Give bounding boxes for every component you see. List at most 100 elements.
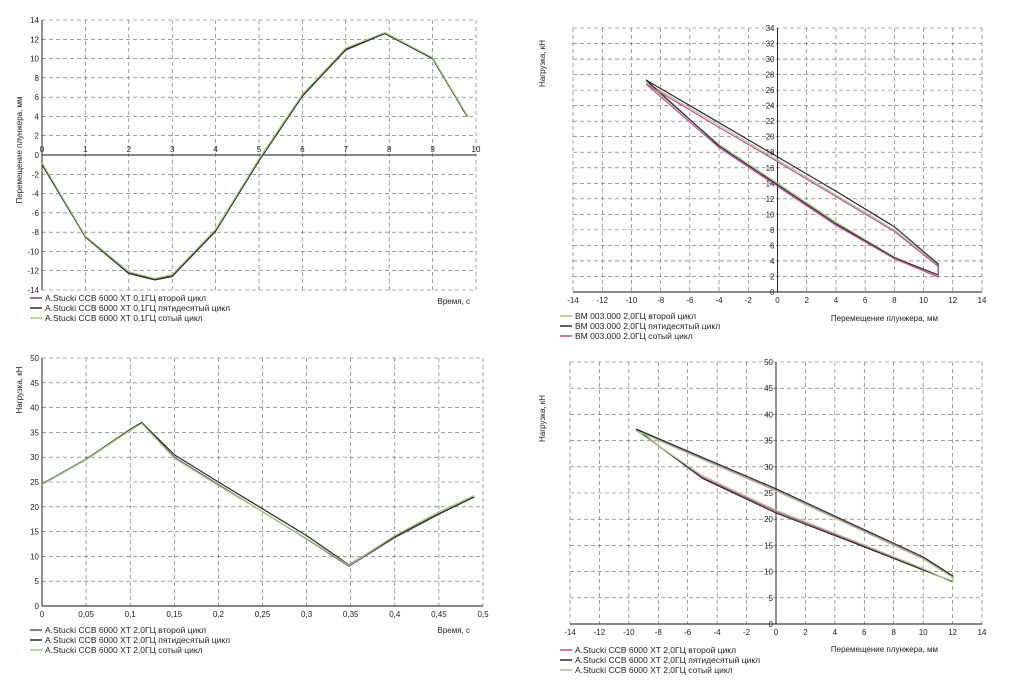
chart4-x-tick-label: -14: [564, 628, 576, 637]
chart2-x-tick-label: 14: [978, 296, 987, 305]
chart1-y-tick-label: 4: [35, 112, 40, 121]
chart3-y-tick-label: 25: [30, 478, 39, 487]
chart1-x-tick-label: 8: [387, 145, 392, 154]
chart3-series-1-line: [41, 421, 475, 567]
chart4-y-tick-label: 10: [764, 568, 773, 577]
chart4-series-1-line: [635, 429, 954, 583]
chart4-x-tick-label: 6: [862, 628, 867, 637]
chart1-y-tick-label: -14: [27, 286, 39, 295]
chart4-x-axis-label: Перемещение плунжера, мм: [831, 645, 938, 654]
chart1-y-tick-label: 12: [30, 35, 39, 44]
chart2-y-tick-label: 24: [766, 102, 775, 111]
chart2-y-axis-label: Нагрузка, кН: [538, 40, 547, 87]
chart3-x-tick-label: 0,05: [78, 610, 94, 619]
chart3-y-axis-label: Нагрузка, кН: [15, 366, 24, 413]
chart4-x-tick-label: -4: [714, 628, 722, 637]
chart4-y-axis-label: Нагрузка, кН: [538, 395, 547, 442]
chart3-y-tick-label: 45: [30, 379, 39, 388]
chart3-x-tick-label: 0,4: [389, 610, 401, 619]
chart4-y-tick-label: 45: [764, 384, 773, 393]
chart4-x-tick-label: 2: [803, 628, 808, 637]
chart1-legend-entry-3: A.Stucki CCB 6000 XT 0,1ГЦ сотый цикл: [45, 313, 203, 323]
chart1-series-3-line: [41, 31, 468, 279]
chart3-x-tick-label: 0,2: [213, 610, 225, 619]
chart3-y-tick-label: 0: [35, 602, 40, 611]
chart2-x-tick-label: -10: [626, 296, 638, 305]
chart2-x-tick-label: -6: [686, 296, 694, 305]
chart1-x-tick-label: 2: [127, 145, 132, 154]
chart4-y-tick-label: 20: [764, 515, 773, 524]
chart4-x-tick-label: -12: [594, 628, 606, 637]
chart1-y-axis-label: Перемещение плунжера, мм: [15, 96, 24, 203]
chart3-series-2-line: [41, 421, 475, 566]
chart1-series-1-line: [41, 32, 468, 280]
chart3-x-tick-label: 0,25: [255, 610, 271, 619]
chart4-x-tick-label: 8: [891, 628, 896, 637]
chart2-y-tick-label: 6: [770, 241, 775, 250]
chart4-y-tick-label: 30: [764, 463, 773, 472]
chart4-y-tick-label: 15: [764, 541, 773, 550]
chart1-y-tick-label: 6: [35, 93, 40, 102]
chart3-x-tick-label: 0,15: [167, 610, 183, 619]
chart4-y-tick-label: 0: [769, 620, 774, 629]
chart3-x-tick-label: 0: [40, 610, 45, 619]
chart4-x-tick-label: -10: [623, 628, 635, 637]
chart3-y-tick-label: 10: [30, 552, 39, 561]
chart1-series-2-line: [41, 32, 468, 281]
chart3-x-tick-label: 0,1: [125, 610, 137, 619]
chart2-x-tick-label: 6: [863, 296, 868, 305]
chart4-y-tick-label: 25: [764, 489, 773, 498]
chart2-series-3-line: [645, 83, 939, 278]
chart3-x-tick-label: 0,5: [477, 610, 489, 619]
chart1-legend-entry-1: A.Stucki CCB 6000 XT 0,1ГЦ второй цикл: [45, 293, 206, 303]
chart1-x-tick-label: 5: [257, 145, 262, 154]
chart1-y-tick-label: 2: [35, 132, 40, 141]
chart2-y-tick-label: 4: [770, 257, 775, 266]
chart3-y-tick-label: 40: [30, 404, 39, 413]
chart4-x-tick-label: 4: [833, 628, 838, 637]
chart3-series-3-line: [41, 422, 475, 566]
chart1-x-tick-label: 1: [83, 145, 88, 154]
chart4-legend-entry-1: A.Stucki CCB 6000 XT 2,0ГЦ второй цикл: [575, 645, 736, 655]
chart3-y-tick-label: 5: [35, 577, 40, 586]
chart3-legend-entry-3: A.Stucki CCB 6000 XT 2,0ГЦ сотый цикл: [45, 645, 203, 655]
chart3-x-tick-label: 0,3: [301, 610, 313, 619]
chart1-x-tick-label: 7: [344, 145, 349, 154]
chart2-y-tick-label: 16: [766, 164, 775, 173]
chart2-x-tick-label: 10: [919, 296, 928, 305]
chart1-y-tick-label: -4: [32, 190, 40, 199]
chart3-y-tick-label: 20: [30, 503, 39, 512]
chart4-legend-entry-2: A.Stucki CCB 6000 XT 2,0ГЦ пятидесятый ц…: [575, 655, 760, 665]
chart1-y-tick-label: -2: [32, 170, 40, 179]
chart2-y-tick-label: 10: [766, 210, 775, 219]
chart1-y-tick-label: 0: [35, 151, 40, 160]
chart2-x-tick-label: 12: [948, 296, 957, 305]
chart1-x-tick-label: 10: [472, 145, 481, 154]
chart4-x-tick-label: -6: [684, 628, 692, 637]
chart2-y-tick-label: 14: [766, 179, 775, 188]
chart1-legend-entry-2: A.Stucki CCB 6000 XT 0,1ГЦ пятидесятый ц…: [45, 303, 230, 313]
chart2-y-tick-label: 30: [766, 55, 775, 64]
chart1-y-tick-label: 14: [30, 16, 39, 25]
chart4-x-tick-label: 0: [774, 628, 779, 637]
chart3-y-tick-label: 30: [30, 453, 39, 462]
chart3-x-tick-label: 0,45: [431, 610, 447, 619]
chart4-series-2-line: [635, 428, 954, 583]
chart3-legend-entry-1: A.Stucki CCB 6000 XT 2,0ГЦ второй цикл: [45, 625, 206, 635]
chart4-x-tick-label: -8: [655, 628, 663, 637]
chart4-x-tick-label: 14: [978, 628, 987, 637]
chart2-y-tick-label: 12: [766, 195, 775, 204]
chart2-x-tick-label: -4: [716, 296, 724, 305]
chart3-x-axis-label: Время, с: [437, 626, 470, 635]
chart2-y-tick-label: 2: [770, 272, 775, 281]
chart4-y-tick-label: 5: [769, 594, 774, 603]
chart1-y-tick-label: -10: [27, 247, 39, 256]
chart2-y-tick-label: 8: [770, 226, 775, 235]
chart1-y-tick-label: 8: [35, 74, 40, 83]
chart2-legend-entry-2: BM 003.000 2,0ГЦ пятидесятый цикл: [575, 321, 720, 331]
chart2-x-tick-label: 0: [775, 296, 780, 305]
chart1-x-tick-label: 9: [430, 145, 435, 154]
chart3-x-tick-label: 0,35: [343, 610, 359, 619]
chart4-x-tick-label: 12: [948, 628, 957, 637]
